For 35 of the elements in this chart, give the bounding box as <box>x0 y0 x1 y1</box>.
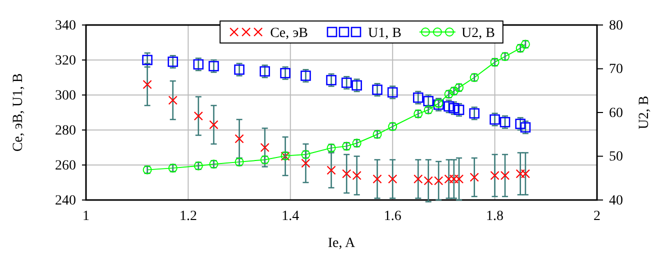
y2-tick-label: 80 <box>609 18 623 34</box>
legend-label: U2, В <box>461 26 495 41</box>
x-tick-label: 1.8 <box>486 208 504 224</box>
y2-axis-title: U2, В <box>637 96 652 130</box>
point <box>194 111 204 121</box>
y-tick-label: 240 <box>55 193 76 208</box>
point <box>142 54 152 66</box>
x-tick-label: 2 <box>594 208 600 224</box>
legend-label: U1, В <box>368 26 402 41</box>
point <box>209 120 218 130</box>
point <box>326 166 336 175</box>
legend-label: Ce, эВ <box>270 26 308 41</box>
y-tick-label: 280 <box>55 123 76 138</box>
x-tick-label: 1 <box>82 208 90 224</box>
point <box>388 174 398 184</box>
x-tick-label: 1.2 <box>179 208 197 224</box>
x-axis-title: Ie, A <box>328 236 356 251</box>
point <box>234 134 244 144</box>
point <box>301 158 310 168</box>
y-tick-label: 340 <box>55 18 76 34</box>
point <box>470 172 479 182</box>
point <box>372 174 382 184</box>
point <box>168 96 178 105</box>
y2-tick-label: 40 <box>609 193 623 208</box>
y-tick-label: 260 <box>55 158 76 174</box>
x-tick-label: 1.6 <box>384 208 402 224</box>
x-tick-label: 1.4 <box>282 208 300 224</box>
point <box>260 142 270 152</box>
y-tick-label: 300 <box>55 88 76 104</box>
y2-tick-label: 60 <box>609 106 623 121</box>
point <box>142 80 152 90</box>
y-axis-title: Ce, эВ, U1, В <box>11 73 26 152</box>
y2-tick-label: 70 <box>609 62 623 78</box>
y2-tick-label: 50 <box>609 150 623 165</box>
y-tick-label: 320 <box>55 53 76 68</box>
